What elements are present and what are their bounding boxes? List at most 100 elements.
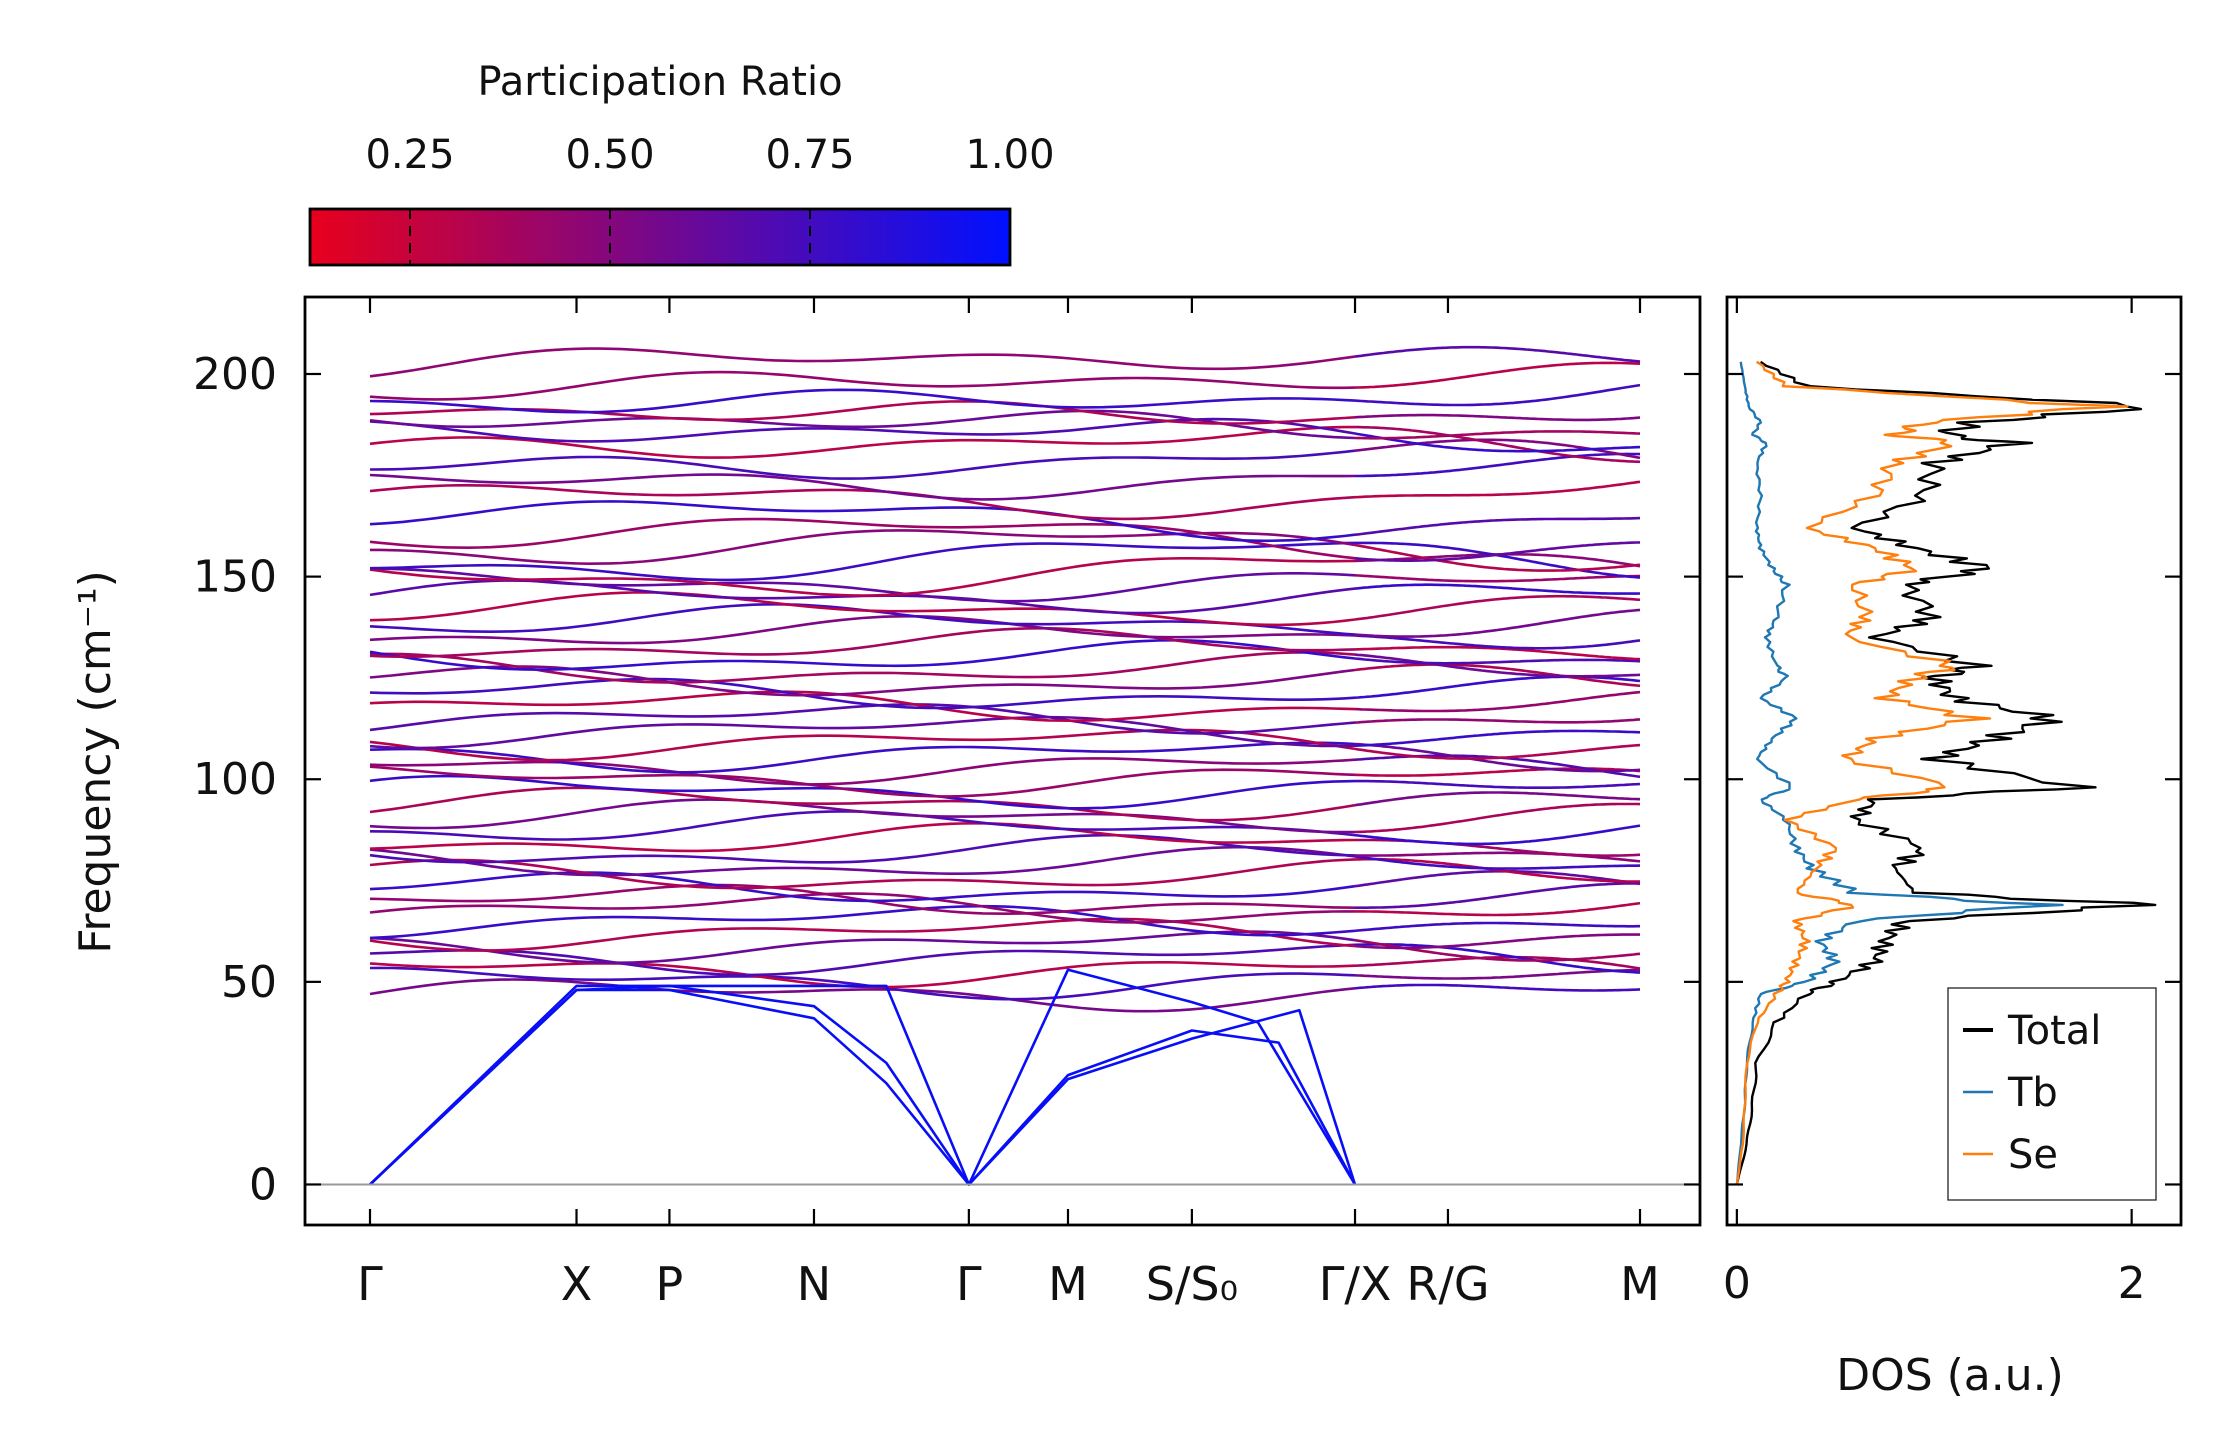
optical-branch — [1354, 657, 1641, 665]
optical-branch — [369, 943, 1356, 977]
optical-branch — [1355, 882, 1640, 910]
colorbar: Participation Ratio 0.25 0.50 0.75 1.00 — [308, 59, 1055, 267]
optical-branch — [1354, 718, 1641, 724]
optical-branch — [1354, 802, 1641, 834]
optical-branch — [1354, 574, 1640, 583]
optical-branch — [369, 917, 1356, 952]
k-point-label: M — [1048, 1257, 1088, 1311]
optical-branch — [1355, 452, 1641, 478]
optical-branch — [369, 703, 1356, 735]
optical-branch — [369, 966, 1356, 1001]
k-point-label: M — [1620, 1257, 1660, 1311]
optical-branch — [369, 845, 1356, 877]
legend-label-total: Total — [2007, 1008, 2101, 1054]
colorbar-tick-label: 0.25 — [365, 132, 454, 178]
optical-branch — [1354, 383, 1641, 407]
optical-branch — [1354, 583, 1641, 595]
optical-branch — [369, 774, 1356, 810]
optical-branch — [1355, 779, 1641, 790]
acoustic-3-branch — [369, 984, 1357, 1186]
band-structure-frame — [303, 295, 1702, 1227]
dos-series-tb — [1735, 361, 2064, 1185]
colorbar-tick-label: 1.00 — [965, 132, 1054, 178]
optical-branch — [1354, 634, 1641, 650]
colorbar-title: Participation Ratio — [477, 59, 842, 105]
optical-branch — [369, 665, 1356, 697]
optical-branch — [369, 892, 1355, 924]
optical-branch — [369, 483, 1356, 521]
optical-branch — [1355, 901, 1641, 917]
y-tick-label: 50 — [221, 957, 277, 1008]
legend-frame — [1947, 987, 2157, 1201]
optical-branch — [369, 517, 1356, 560]
colorbar-tick-label: 0.50 — [565, 132, 654, 178]
optical-branch — [369, 871, 1356, 903]
optical-branch — [369, 741, 1356, 774]
optical-branch — [1354, 855, 1641, 870]
y-tick-label: 150 — [193, 552, 277, 603]
optical-branch — [369, 425, 1355, 459]
optical-branch — [370, 567, 1356, 603]
optical-branch — [1354, 690, 1641, 713]
optical-branch — [1355, 857, 1640, 883]
optical-branch — [1354, 955, 1641, 970]
optical-branch — [1354, 608, 1641, 638]
optical-branch — [1355, 425, 1641, 464]
optical-branch — [369, 638, 1356, 671]
k-point-label: S/S₀ — [1146, 1257, 1238, 1311]
optical-branch — [1354, 345, 1641, 363]
optical-branch — [1354, 645, 1641, 661]
k-point-label: P — [656, 1257, 684, 1311]
optical-branch — [1354, 516, 1641, 536]
optical-branch — [1354, 743, 1641, 760]
optical-branch — [1354, 824, 1641, 846]
dos-x-axis-label: DOS (a.u.) — [1836, 1350, 2064, 1401]
optical-branch — [369, 347, 1356, 378]
optical-branch — [369, 370, 1356, 401]
optical-branch — [1354, 361, 1641, 389]
dos-panel: 0 2 DOS (a.u.) Total Tb Se — [1723, 295, 2183, 1401]
optical-branch — [1354, 594, 1641, 621]
optical-branch — [1354, 983, 1641, 992]
optical-branch — [369, 904, 1356, 940]
optical-branch — [369, 591, 1356, 627]
optical-branch — [369, 858, 1356, 890]
legend-label-tb: Tb — [2007, 1070, 2058, 1116]
optical-branch — [369, 409, 1356, 440]
dos-frame — [1725, 295, 2183, 1227]
dos-x-tick-label: 0 — [1723, 1258, 1751, 1309]
optical-branch — [369, 677, 1356, 710]
k-point-label: Γ/X — [1319, 1257, 1392, 1311]
colorbar-gradient — [308, 207, 1012, 267]
acoustic-2-branch — [369, 988, 1357, 1186]
optical-branch — [1354, 791, 1641, 807]
acoustic-1-branch — [369, 968, 1357, 1186]
optical-branch — [369, 883, 1356, 916]
y-axis-label: Frequency (cm⁻¹) — [70, 570, 121, 954]
optical-branch — [369, 690, 1356, 723]
y-tick-label: 200 — [193, 349, 277, 400]
optical-branch — [1354, 921, 1640, 933]
optical-branch — [369, 614, 1356, 645]
optical-branch — [370, 529, 1356, 566]
legend-label-se: Se — [2008, 1132, 2058, 1178]
optical-branch — [1354, 413, 1641, 422]
optical-branch — [369, 556, 1356, 597]
k-point-label: Γ — [357, 1257, 383, 1311]
optical-branch — [1354, 432, 1641, 453]
optical-branch — [1354, 943, 1641, 974]
dos-legend: Total Tb Se — [1947, 987, 2157, 1201]
k-point-label: R/G — [1406, 1257, 1489, 1311]
optical-branch — [369, 810, 1356, 841]
y-tick-label: 100 — [193, 754, 277, 805]
dos-x-tick-label: 2 — [2118, 1258, 2146, 1309]
optical-branch — [369, 821, 1356, 853]
optical-branch — [369, 651, 1356, 684]
optical-branch — [1354, 541, 1641, 563]
optical-branch — [1354, 543, 1641, 572]
y-tick-label: 0 — [249, 1159, 277, 1210]
optical-branch — [369, 930, 1356, 965]
optical-branch — [369, 388, 1356, 414]
optical-branch — [369, 757, 1356, 786]
